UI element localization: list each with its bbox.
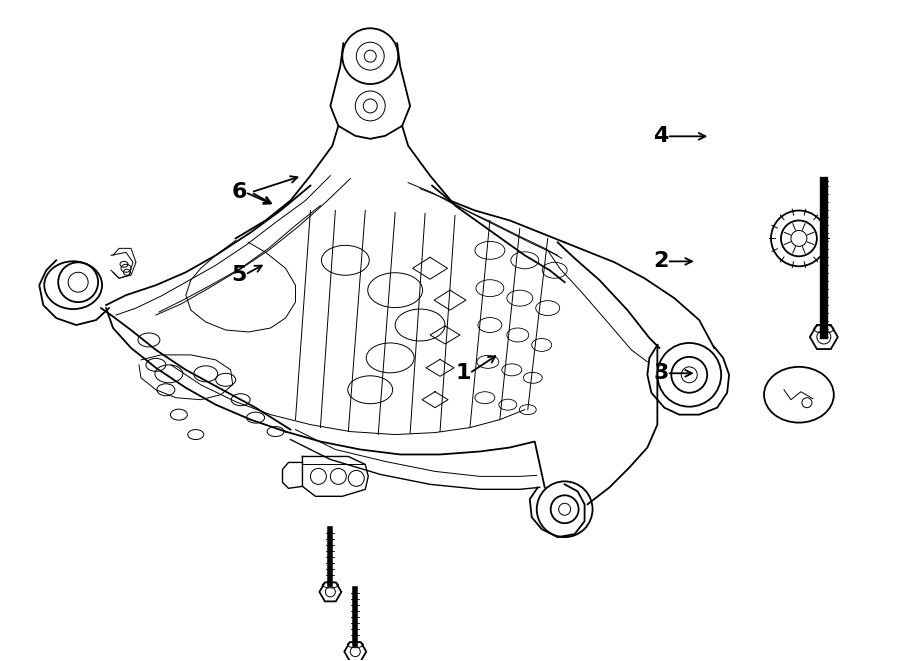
Text: 5: 5 (231, 264, 247, 284)
Text: 4: 4 (653, 126, 669, 146)
Text: 1: 1 (455, 364, 472, 383)
Text: 3: 3 (653, 364, 669, 383)
Text: 2: 2 (653, 251, 669, 272)
Text: 6: 6 (231, 182, 247, 202)
